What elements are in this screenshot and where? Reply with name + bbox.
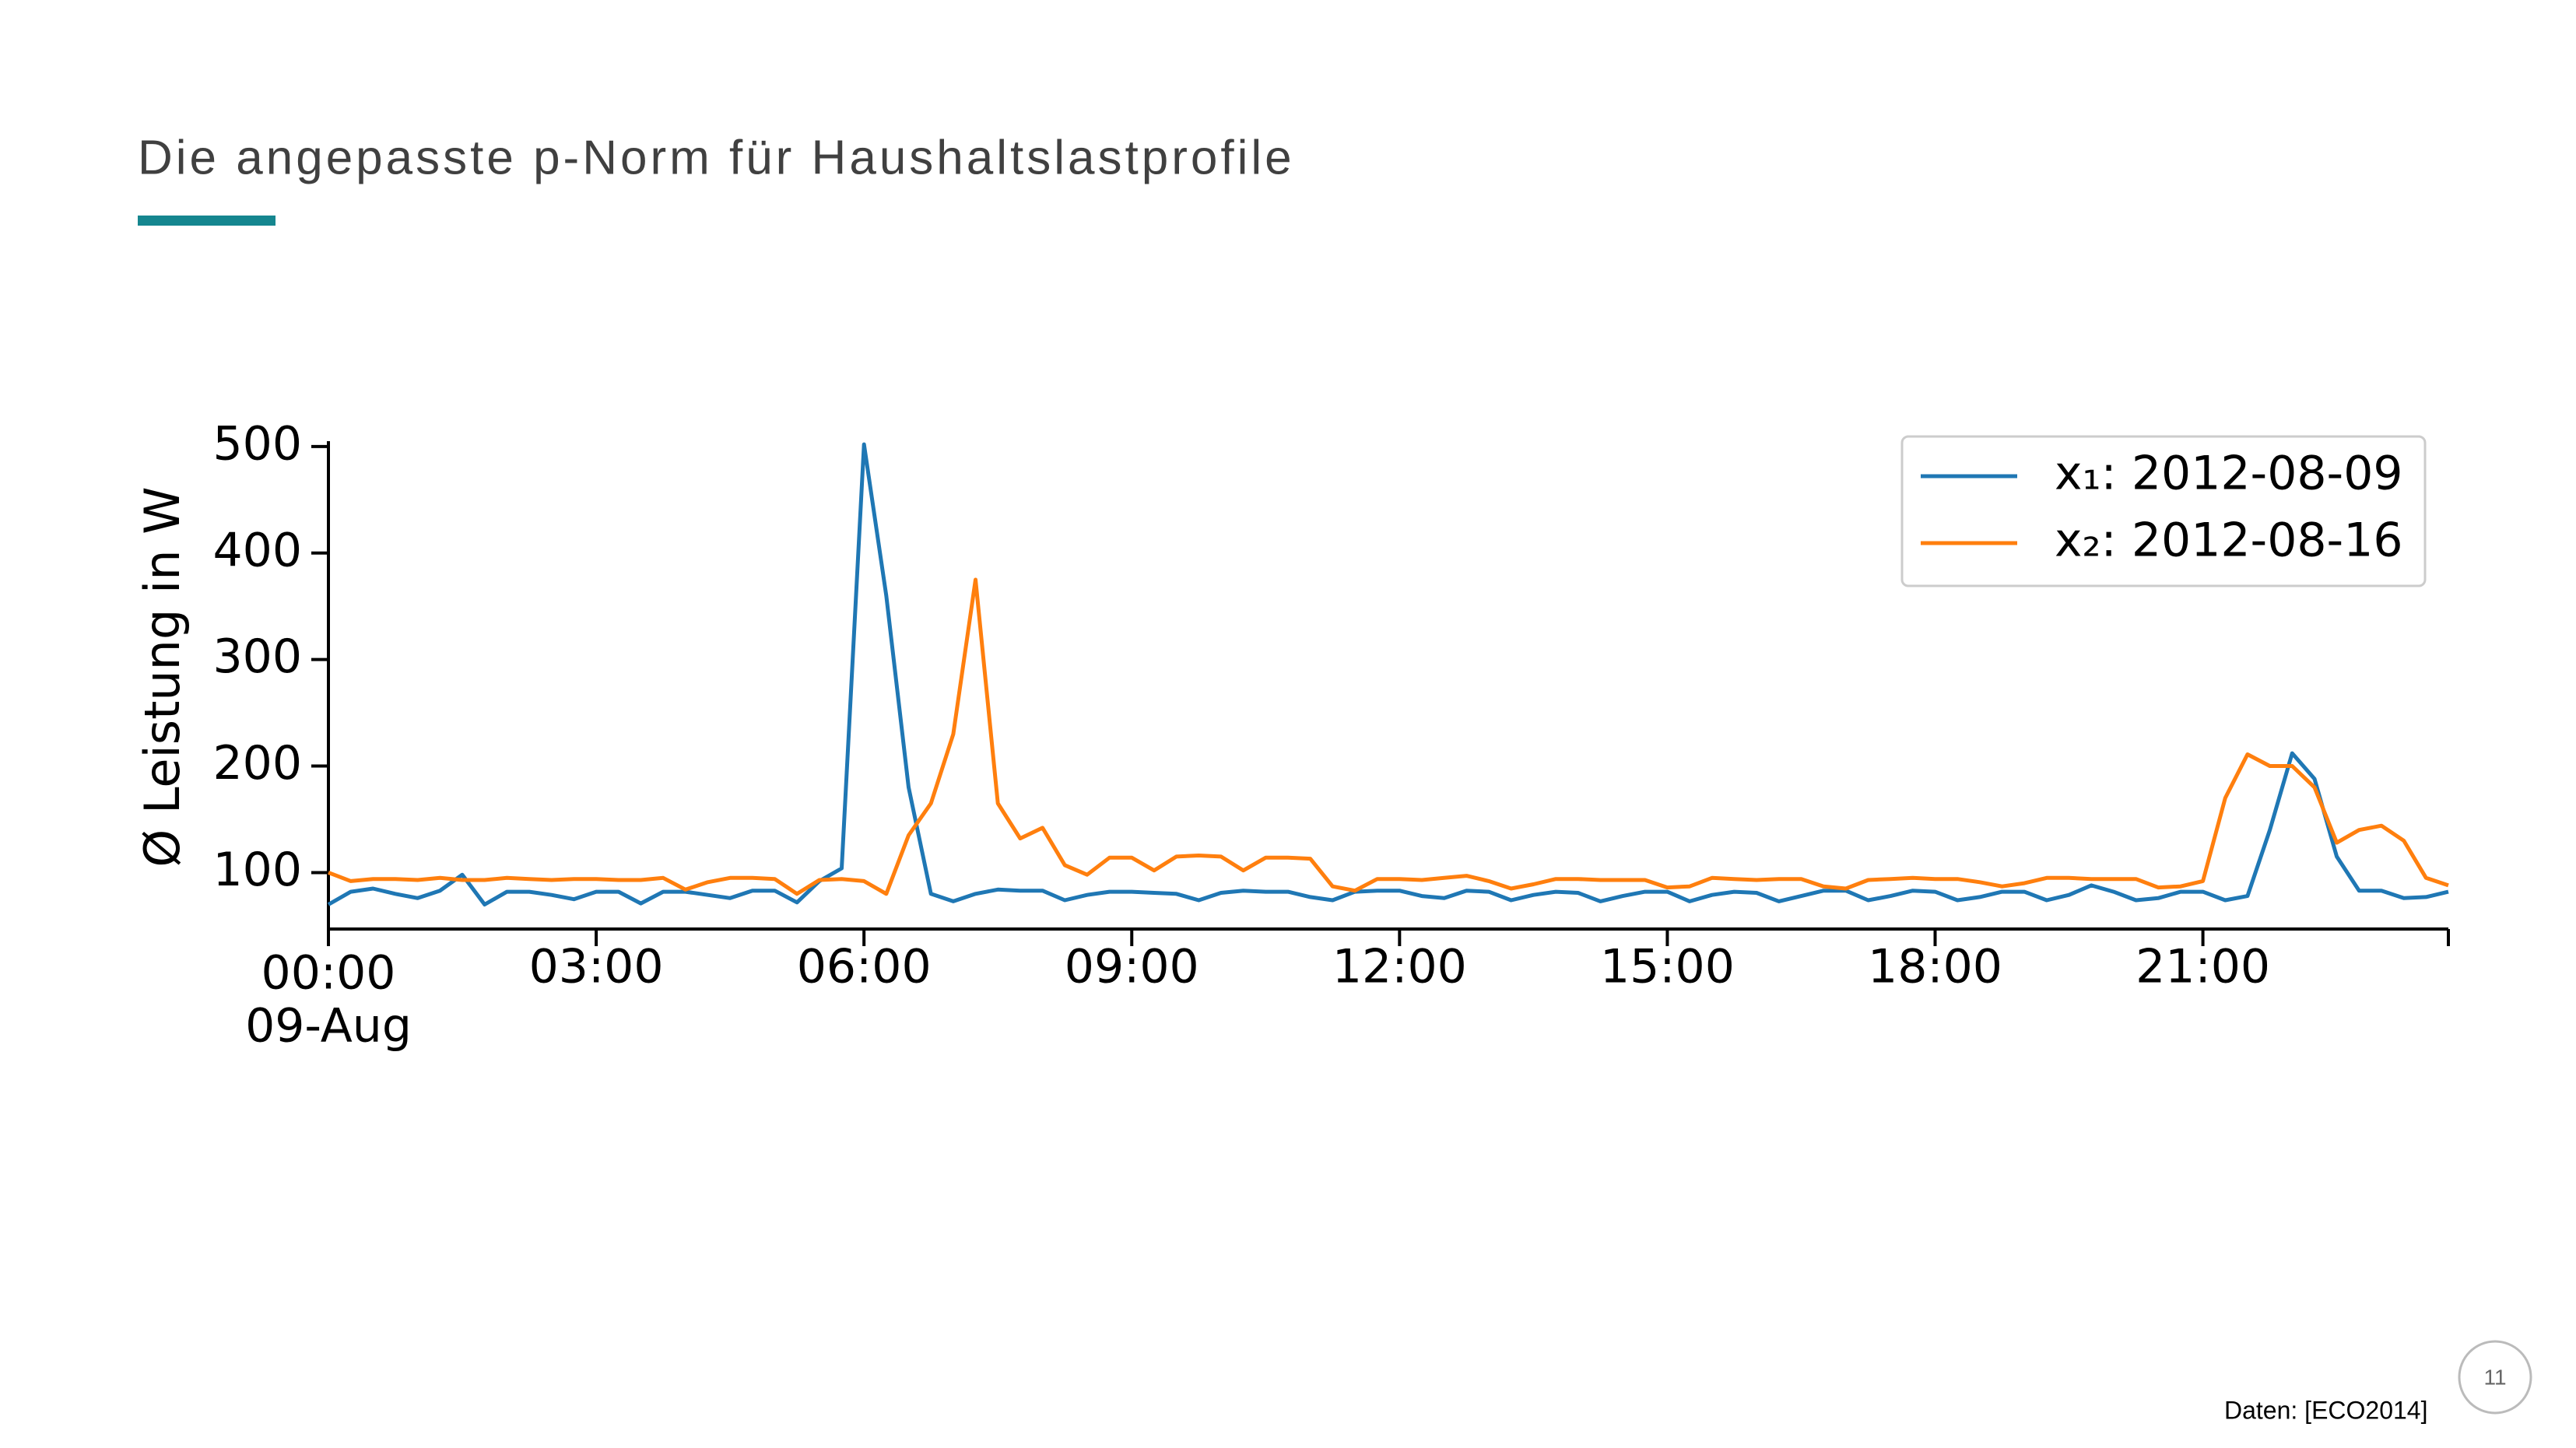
series-line <box>327 442 2449 906</box>
x-tick-label: 21:00 <box>2136 940 2270 994</box>
y-tick-label: 400 <box>212 523 302 577</box>
series-line <box>328 577 2449 896</box>
x-tick-label: 12:00 <box>1332 940 1467 994</box>
page-number-circle <box>2458 1340 2532 1415</box>
y-tick-label: 300 <box>212 629 302 684</box>
title-accent <box>138 216 275 226</box>
x-tick-label: 06:00 <box>797 940 932 994</box>
x-tick-label: 18:00 <box>1868 940 2002 994</box>
y-tick-label: 500 <box>212 416 302 471</box>
source-note: Daten: [ECO2014] <box>2224 1396 2427 1424</box>
y-tick-label: 200 <box>212 736 302 791</box>
legend-label: x₁: 2012-08-09 <box>2055 447 2403 501</box>
y-tick-label: 100 <box>212 843 302 897</box>
x-tick-label: 03:00 <box>529 940 664 994</box>
x-tick-label: 09:00 <box>1065 940 1199 994</box>
legend-label: x₂: 2012-08-16 <box>2055 514 2403 568</box>
x-tick-label: 15:00 <box>1600 940 1735 994</box>
x-date-label: 09-Aug <box>245 999 412 1054</box>
legend <box>1900 435 2427 587</box>
slide-title: Die angepasste p-Norm für Haushaltslastp… <box>138 131 1295 184</box>
x-tick-label: 00:00 <box>261 946 396 1001</box>
page-number: 11 <box>2483 1365 2506 1389</box>
y-axis-label: Ø Leistung in W <box>134 486 191 867</box>
